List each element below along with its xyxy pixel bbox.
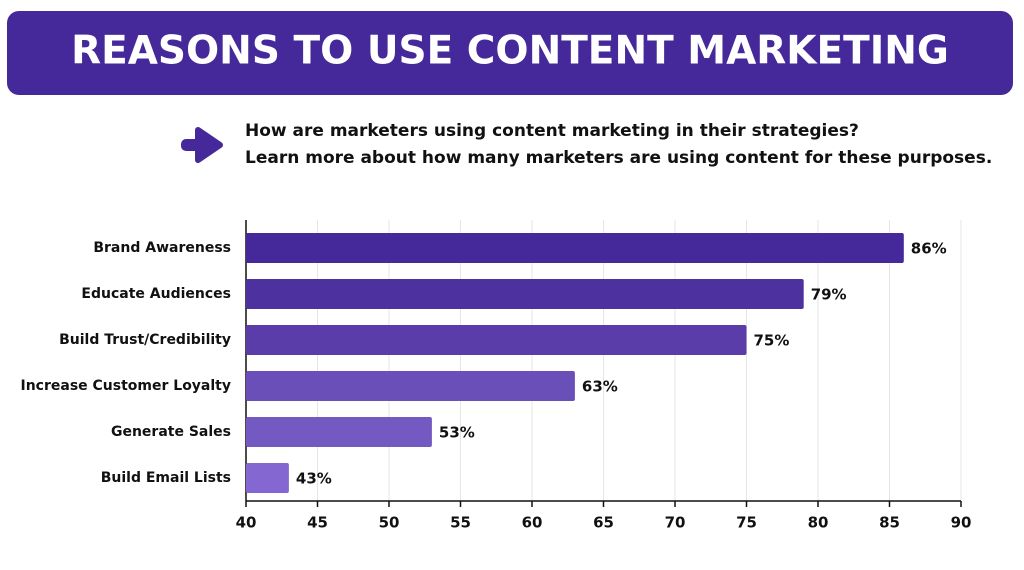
subtitle: How are marketers using content marketin… <box>245 121 859 141</box>
y-tick-label: Generate Sales <box>111 424 231 440</box>
bar <box>246 371 575 401</box>
title-banner <box>7 11 1013 95</box>
value-label: 43% <box>296 470 332 488</box>
bar <box>246 325 747 355</box>
arrow-icon <box>181 127 223 163</box>
x-tick-label: 65 <box>593 514 614 532</box>
value-label: 53% <box>439 424 475 442</box>
y-tick-label: Increase Customer Loyalty <box>21 378 232 394</box>
value-label: 79% <box>811 286 847 304</box>
x-tick-label: 60 <box>522 514 543 532</box>
chart-title: REASONS TO USE CONTENT MARKETING <box>71 29 949 74</box>
x-tick-label: 55 <box>450 514 471 532</box>
bar <box>246 233 904 263</box>
y-tick-label: Build Trust/Credibility <box>59 332 231 348</box>
value-label: 86% <box>911 240 947 258</box>
y-tick-label: Build Email Lists <box>101 470 231 486</box>
y-tick-label: Educate Audiences <box>81 286 231 302</box>
value-label: 63% <box>582 378 618 396</box>
x-tick-label: 45 <box>307 514 328 532</box>
x-tick-label: 70 <box>665 514 686 532</box>
y-tick-label: Brand Awareness <box>93 240 231 256</box>
subtitle: Learn more about how many marketers are … <box>245 148 992 168</box>
x-tick-label: 50 <box>379 514 400 532</box>
x-tick-label: 80 <box>808 514 829 532</box>
bar <box>246 417 432 447</box>
x-tick-label: 85 <box>879 514 900 532</box>
x-tick-label: 40 <box>236 514 257 532</box>
value-label: 75% <box>754 332 790 350</box>
bar <box>246 463 289 493</box>
x-tick-label: 90 <box>951 514 972 532</box>
bar <box>246 279 804 309</box>
x-tick-label: 75 <box>736 514 757 532</box>
